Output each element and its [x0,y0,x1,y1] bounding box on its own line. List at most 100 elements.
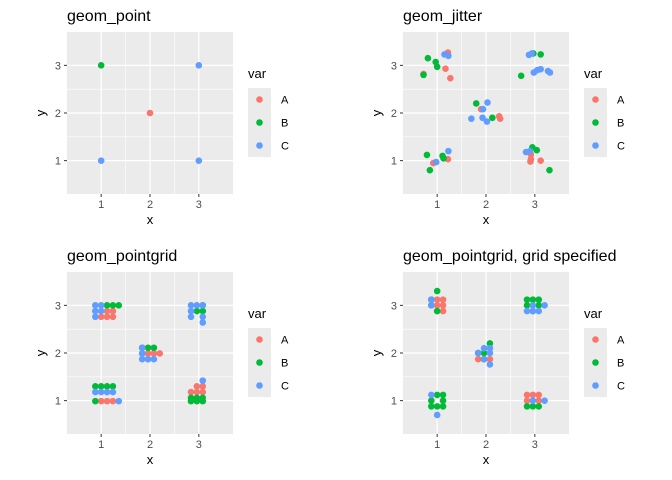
y-axis-title: y [369,349,384,356]
point-b [115,302,123,309]
point-c [474,349,482,357]
point-b [472,100,480,107]
point-c [445,147,452,155]
point-c [529,302,537,309]
point-a [537,157,544,164]
y-tick-label: 1 [391,156,397,168]
point-b [529,403,537,410]
legend-title: var [584,66,603,81]
legend-swatch-b [256,119,263,126]
point-c [199,313,207,321]
point-b [535,302,543,309]
point-a [433,302,441,309]
point-c [523,307,531,315]
point-c [468,115,475,123]
point-c [144,355,152,363]
point-b [199,307,207,315]
legend-label: B [617,118,624,130]
point-a [523,391,531,399]
panel-title: geom_point [67,8,151,25]
y-axis-title: y [369,109,384,116]
x-tick-label: 2 [147,199,153,211]
point-a [146,109,154,117]
legend: var ABC [584,306,625,397]
point-b [535,403,543,410]
legend-label: A [281,335,289,347]
point-c [92,313,99,321]
y-axis-title: y [33,349,48,356]
point-a [439,302,447,309]
panel-title: geom_pointgrid, grid specified [403,248,616,265]
point-c [115,397,123,405]
point-a [474,355,482,363]
point-b [529,296,537,303]
point-c [187,302,195,309]
point-b [439,397,447,404]
point-a [486,355,494,363]
y-tick-label: 2 [391,108,397,120]
legend-label: C [617,141,625,153]
legend-title: var [248,306,267,321]
point-a [535,397,543,404]
point-a [199,388,207,396]
legend-swatch-b [592,359,599,366]
point-b [439,391,447,399]
point-a [187,388,195,396]
y-tick-label: 3 [391,60,397,72]
point-c [199,302,207,309]
point-b [426,166,434,174]
point-b [546,166,553,174]
point-c [199,377,207,384]
legend: var ABC [248,306,289,397]
point-b [92,397,99,405]
point-c [428,302,435,309]
legend-label: A [617,95,625,107]
point-c [109,388,117,396]
y-tick-label: 1 [55,156,61,168]
legend-label: A [281,95,289,107]
point-b [480,349,488,357]
legend-swatch-b [592,119,599,126]
point-a [144,350,152,357]
point-b [433,307,441,315]
point-c [484,99,491,106]
y-tick-label: 2 [55,348,61,360]
legend-swatch-b [256,359,263,366]
point-c [195,62,203,69]
point-c [528,50,536,57]
x-axis-title: x [483,212,490,227]
y-axis-title: y [33,109,48,116]
point-a [97,397,105,405]
point-c [193,302,201,309]
point-a [527,158,534,165]
point-b [433,391,441,399]
point-c [92,388,99,396]
legend-label: B [617,358,624,370]
point-c [97,302,105,309]
point-b [103,302,111,309]
x-tick-label: 3 [532,199,538,211]
x-tick-label: 3 [532,439,538,451]
point-a [447,74,454,82]
point-b [517,72,525,80]
point-c [541,302,548,309]
point-b [523,296,531,303]
x-axis-title: x [147,452,154,467]
y-tick-label: 1 [55,396,61,408]
y-tick-label: 2 [391,348,397,360]
legend-label: C [617,381,625,393]
legend-swatch-c [256,382,263,389]
point-c [428,296,435,303]
point-a [535,391,543,399]
point-c [92,307,99,315]
point-c [486,361,494,368]
point-b [486,340,494,347]
legend-label: B [281,358,288,370]
point-a [150,350,158,357]
point-a [496,115,504,123]
panel-title: geom_jitter [403,8,483,25]
point-b [103,383,111,390]
point-c [92,302,99,309]
